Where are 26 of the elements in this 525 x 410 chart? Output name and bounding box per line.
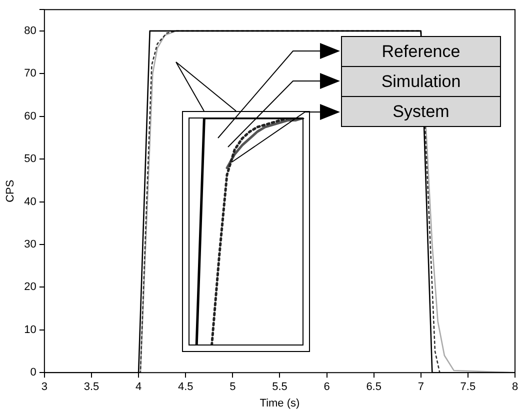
y-tick-label: 60 (24, 110, 36, 122)
series-label: Simulation (342, 66, 500, 96)
y-tick-label: 50 (24, 153, 36, 166)
legend-panel: Reference Simulation System (341, 36, 501, 127)
y-tick-label: 10 (24, 324, 36, 336)
x-tick-label: 5.5 (272, 381, 288, 394)
x-tick-label: 6.5 (366, 381, 382, 394)
y-tick-label: 80 (24, 24, 36, 37)
x-tick-label: 4 (135, 381, 142, 394)
x-tick-label: 5 (230, 381, 236, 394)
y-tick-label: 30 (24, 238, 36, 251)
x-axis-title: Time (s) (260, 397, 300, 410)
series-label: System (342, 96, 500, 126)
x-tick-label: 3.5 (84, 381, 100, 394)
x-tick-label: 6 (324, 381, 330, 394)
y-tick-label: 0 (30, 366, 36, 379)
x-tick-label: 3 (41, 381, 48, 394)
x-tick-label: 4.5 (178, 381, 194, 394)
x-tick-label: 7.5 (460, 381, 476, 394)
series-label: Reference (380, 41, 462, 63)
y-tick-label: 20 (24, 281, 36, 294)
y-tick-label: 40 (24, 196, 36, 208)
y-axis-title: CPS (4, 180, 17, 202)
y-tick-label: 70 (24, 68, 36, 80)
x-tick-label: 8 (512, 381, 518, 394)
x-tick-label: 7 (418, 381, 424, 394)
